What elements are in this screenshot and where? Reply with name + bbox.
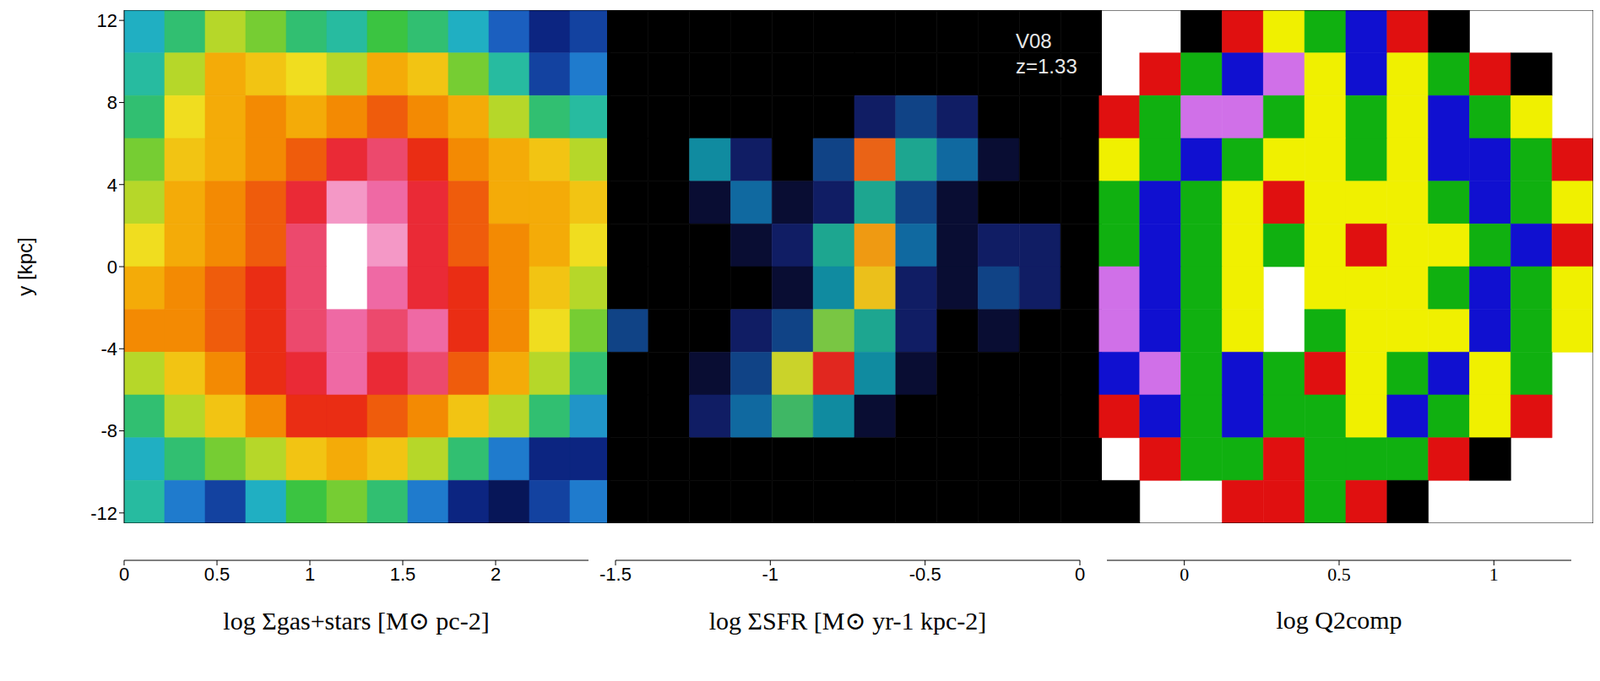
svg-text:0: 0: [107, 256, 118, 278]
html-text:log Q2comp: log Q2comp: [1276, 606, 1403, 635]
svg-text:0: 0: [119, 564, 130, 586]
svg-text:12: 12: [97, 10, 118, 32]
svg-text:0: 0: [1074, 564, 1085, 586]
svg-text:8: 8: [107, 92, 118, 114]
svg-text:-8: -8: [100, 420, 118, 442]
svg-text:1: 1: [1489, 564, 1499, 586]
svg-text:4: 4: [107, 174, 118, 196]
svg-text:-4: -4: [100, 338, 118, 360]
svg-text:2: 2: [490, 564, 501, 586]
html-text:log Σgas+stars [M⊙ pc-2]: log Σgas+stars [M⊙ pc-2]: [223, 607, 490, 635]
svg-text:0.5: 0.5: [204, 564, 231, 586]
html-text:log ΣSFR [M⊙ yr-1 kpc-2]: log ΣSFR [M⊙ yr-1 kpc-2]: [708, 607, 987, 635]
html-text:z=1.33: z=1.33: [1015, 54, 1078, 78]
svg-text:1.5: 1.5: [390, 564, 417, 586]
svg-text:0.5: 0.5: [1327, 564, 1351, 586]
html-text:y [kpc]: y [kpc]: [13, 237, 37, 297]
svg-text:1: 1: [304, 564, 315, 586]
svg-text:-1.5: -1.5: [599, 564, 632, 586]
svg-text:-1: -1: [762, 564, 780, 586]
html-text:V08: V08: [1015, 29, 1052, 53]
svg-text:-0.5: -0.5: [909, 564, 942, 586]
svg-text:-12: -12: [90, 503, 118, 524]
svg-text:0: 0: [1179, 564, 1189, 586]
